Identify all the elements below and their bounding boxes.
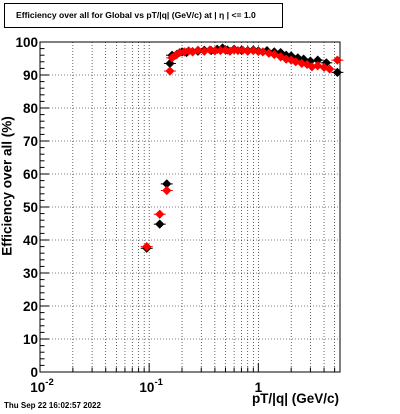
x-tick-base: 10: [139, 380, 154, 395]
data-point-black: [313, 55, 323, 65]
data-point-red: [199, 46, 209, 56]
y-tick-label: 60: [23, 167, 38, 182]
x-tick-label: 1: [255, 380, 263, 395]
y-tick-label: 90: [23, 68, 38, 83]
data-point-black: [155, 219, 165, 229]
x-tick-label: 10-1: [139, 377, 163, 395]
data-point-red: [142, 242, 152, 252]
x-tick-exponent: -2: [45, 377, 53, 388]
y-axis-label: Efficiency over all (%): [0, 116, 15, 256]
data-point-red: [155, 209, 165, 219]
y-tick-label: 70: [23, 134, 38, 149]
data-point-red: [243, 46, 253, 56]
data-point-red: [165, 66, 175, 76]
data-point-black: [305, 56, 316, 66]
data-point-red: [162, 185, 172, 196]
data-point-red: [276, 52, 286, 62]
data-point-red: [171, 50, 181, 60]
x-tick-exponent: -1: [154, 377, 163, 388]
data-point-red: [179, 47, 189, 57]
data-point-red: [319, 62, 329, 73]
x-axis-label: pT/|q| (GeV/c): [251, 391, 339, 406]
data-point-red: [307, 62, 317, 72]
grid-lines: [40, 42, 340, 372]
data-point-red: [225, 46, 235, 56]
x-tick-label: 10-2: [30, 377, 53, 395]
y-tick-label: 80: [23, 101, 38, 116]
data-point-red: [264, 48, 274, 58]
data-point-red: [332, 55, 342, 65]
data-point-red: [302, 59, 312, 70]
data-point-black: [217, 43, 228, 53]
data-point-black: [299, 54, 309, 64]
y-tick-label: 0: [30, 365, 38, 380]
data-point-black: [162, 179, 172, 189]
data-point-black: [332, 67, 342, 77]
data-point-red: [258, 47, 268, 57]
timestamp: Thu Sep 22 16:02:57 2022: [4, 401, 101, 410]
data-point-red: [313, 61, 323, 71]
chart-title: Efficiency over all for Global vs pT/|q|…: [4, 3, 283, 28]
y-tick-label: 50: [23, 200, 38, 215]
axis-ticks: [39, 41, 336, 373]
y-tick-label: 30: [23, 266, 38, 281]
x-tick-base: 10: [30, 380, 45, 395]
data-point-red: [286, 55, 296, 65]
y-tick-label: 40: [23, 233, 38, 248]
y-tick-labels: 0 10 20 30 40 50 60 70 80 90 100: [15, 35, 38, 380]
y-tick-label: 20: [23, 299, 38, 314]
data-point-red: [205, 45, 215, 55]
y-tick-label: 100: [15, 35, 38, 50]
y-tick-label: 10: [23, 332, 38, 347]
x-tick-labels: 10-2 10-1 1: [30, 377, 262, 395]
data-markers: [140, 43, 344, 253]
data-point-red: [325, 64, 335, 74]
data-point-red: [193, 45, 203, 55]
